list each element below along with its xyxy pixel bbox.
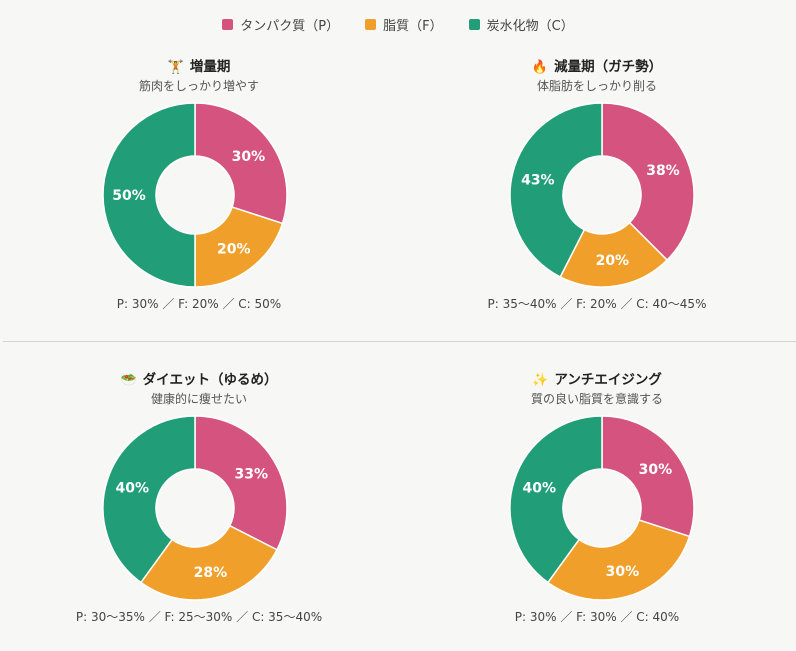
legend-item-fat[interactable]: 脂質（F） <box>365 15 443 34</box>
legend-label-fat: 脂質（F） <box>383 19 443 34</box>
segment-label-fat: 20% <box>217 241 251 257</box>
segment-label-carb: 40% <box>522 481 556 497</box>
donut-segment-protein[interactable] <box>601 102 695 262</box>
donut-segment-protein[interactable] <box>194 102 288 225</box>
panel-title: ✨ アンチエイジング <box>398 368 796 388</box>
panel-title: 🥗 ダイエット（ゆるめ） <box>0 368 398 388</box>
segment-label-fat: 28% <box>194 565 228 581</box>
segment-label-carb: 40% <box>115 481 149 497</box>
donut-segment-fat[interactable] <box>139 524 278 601</box>
donut-chart-anti-aging: 30% 30% 40% <box>509 415 695 601</box>
segment-label-protein: 30% <box>639 462 673 478</box>
legend-swatch-fat <box>365 19 377 30</box>
panel-title: 🏋️ 増量期 <box>0 55 398 75</box>
panel-title: 🔥 減量期（ガチ勢） <box>398 55 796 75</box>
segment-label-protein: 30% <box>232 149 266 165</box>
panel-anti-aging: ✨ アンチエイジング 質の良い脂質を意識する 30% 30% 40% P: 30% ／… <box>398 368 796 651</box>
donut-segment-protein[interactable] <box>194 415 288 551</box>
weightlifter-icon: 🏋️ <box>167 60 184 75</box>
donut-segment-fat[interactable] <box>546 519 691 601</box>
panel-title-text: アンチエイジング <box>554 372 662 388</box>
panel-subtitle: 体脂肪をしっかり削る <box>536 79 657 93</box>
donut-segment-carb[interactable] <box>509 102 603 278</box>
donut-segment-fat[interactable] <box>194 206 284 288</box>
panel-subtitle: 筋肉をしっかり増やす <box>138 79 259 93</box>
ratio-text: P: 30% ／ F: 20% ／ C: 50% <box>116 297 282 311</box>
panel-subtitle: 質の良い脂質を意識する <box>530 392 663 406</box>
panel-cutting: 🔥 減量期（ガチ勢） 体脂肪をしっかり削る 38% 20% 43% P: 35〜40%… <box>398 55 796 375</box>
panel-bulking: 🏋️ 増量期 筋肉をしっかり増やす 30% 20% 50% P: 30% ／ F: 2… <box>0 55 398 375</box>
panel-title-text: 減量期（ガチ勢） <box>554 59 663 75</box>
donut-segment-carb[interactable] <box>102 102 196 288</box>
legend-swatch-protein <box>222 19 234 30</box>
legend-label-carb: 炭水化物（C） <box>486 19 574 34</box>
donut-segment-carb[interactable] <box>509 415 603 584</box>
segment-label-carb: 43% <box>521 173 555 189</box>
donut-chart-diet: 33% 28% 40% <box>102 415 288 601</box>
segment-label-fat: 20% <box>596 253 630 269</box>
fire-icon: 🔥 <box>531 60 549 75</box>
segment-label-fat: 30% <box>606 564 640 580</box>
sparkles-icon: ✨ <box>532 373 549 388</box>
ratio-text: P: 30% ／ F: 30% ／ C: 40% <box>514 610 680 624</box>
segment-label-protein: 38% <box>646 163 680 179</box>
ratio-text: P: 35〜40% ／ F: 20% ／ C: 40〜45% <box>487 297 707 311</box>
panel-diet-light: 🥗 ダイエット（ゆるめ） 健康的に痩せたい 33% 28% 40% P: 30〜35%… <box>0 368 398 651</box>
donut-segment-protein[interactable] <box>601 415 695 538</box>
donut-chart-cutting: 38% 20% 43% <box>509 102 695 288</box>
donut-segment-carb[interactable] <box>102 415 196 584</box>
divider <box>3 341 796 342</box>
chart-legend: タンパク質（P） 脂質（F） 炭水化物（C） <box>0 15 796 34</box>
legend-item-protein[interactable]: タンパク質（P） <box>222 15 339 34</box>
donut-chart-bulking: 30% 20% 50% <box>102 102 288 288</box>
legend-swatch-carb <box>468 19 480 30</box>
legend-label-protein: タンパク質（P） <box>240 19 340 34</box>
legend-item-carb[interactable]: 炭水化物（C） <box>468 15 574 34</box>
panel-title-text: 増量期 <box>189 59 231 75</box>
ratio-text: P: 30〜35% ／ F: 25〜30% ／ C: 35〜40% <box>75 610 323 624</box>
panel-subtitle: 健康的に痩せたい <box>150 392 247 406</box>
segment-label-protein: 33% <box>235 467 269 483</box>
panel-title-text: ダイエット（ゆるめ） <box>142 372 278 388</box>
donut-segment-fat[interactable] <box>559 221 669 288</box>
salad-icon: 🥗 <box>120 373 137 388</box>
segment-label-carb: 50% <box>112 188 146 204</box>
